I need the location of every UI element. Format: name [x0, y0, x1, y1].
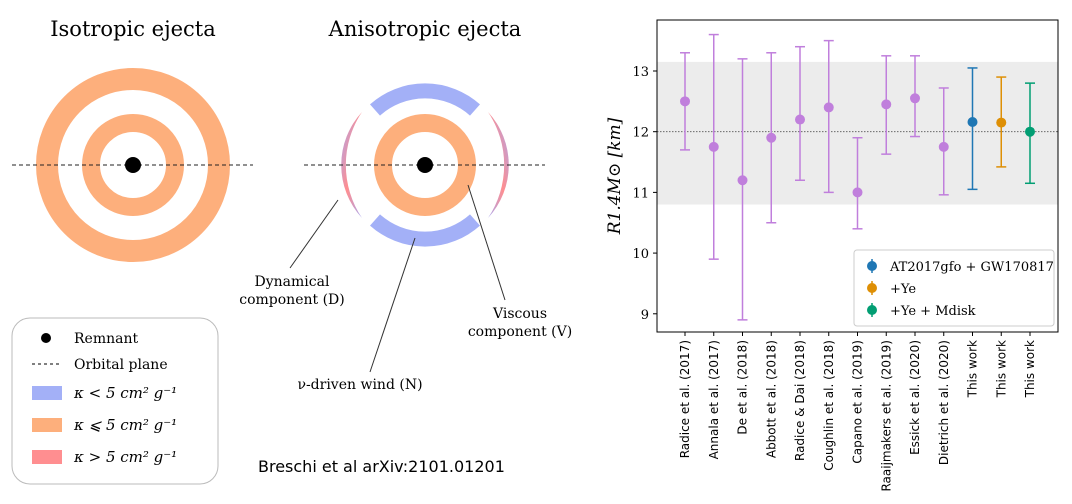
chart: 9 10 11 12 13 R1.4M⊙ [km] Radice et al. (2017)…: [605, 19, 1059, 492]
x-tick-label: Raaijmakers et al. (2019): [879, 340, 893, 492]
legend-label: +Ye + Mdisk: [890, 304, 976, 319]
diagram: Isotropic ejecta Anisotropic ejecta Dyna…: [11, 17, 572, 485]
pointer: [369, 237, 416, 373]
x-tick-label: Radice & Dai (2018): [793, 340, 807, 461]
crescent: [341, 112, 362, 218]
label: Viscous: [492, 306, 547, 322]
wind-arc: [370, 83, 480, 116]
point: [737, 175, 748, 186]
crescent: [488, 112, 509, 218]
citation: Breschi et al arXiv:2101.01201: [258, 457, 505, 476]
x-tick-label: Coughlin et al. (2018): [822, 340, 836, 471]
label: component (V): [468, 324, 572, 340]
y-axis-label: R1.4M⊙ [km]: [605, 117, 625, 235]
y-tick-label: 12: [632, 126, 649, 141]
point: [1025, 126, 1035, 137]
point: [881, 99, 892, 110]
x-tick-label: Capano et al. (2019): [851, 340, 865, 464]
y-tick-label: 11: [632, 186, 649, 201]
x-tick-label: Annala et al. (2017): [707, 340, 721, 459]
label: Dynamical: [255, 274, 330, 290]
legend-label: AT2017gfo + GW170817: [889, 260, 1054, 275]
point: [852, 187, 863, 198]
remnant: [417, 157, 433, 173]
legend-symbol: [867, 283, 877, 293]
x-tick-label: This work: [966, 340, 980, 398]
x-tick-label: Essick et al. (2020): [908, 340, 922, 455]
legend-symbol: [32, 450, 62, 464]
point: [823, 102, 834, 113]
legend-symbol: [867, 261, 877, 271]
label: ν-driven wind (N): [297, 377, 422, 393]
y-tick-label: 9: [641, 308, 649, 323]
title: Isotropic ejecta: [50, 17, 216, 41]
pointer: [289, 199, 339, 269]
point: [938, 141, 949, 152]
x-tick-label: Abbott et al. (2018): [764, 340, 778, 458]
x-tick-label: Dietrich et al. (2020): [937, 340, 951, 465]
point: [766, 132, 777, 143]
y-tick-label: 13: [632, 65, 649, 80]
legend-box: [853, 249, 1055, 327]
legend-label: Orbital plane: [74, 357, 168, 373]
y-tick-label: 10: [632, 247, 649, 262]
label: component (D): [239, 292, 344, 308]
x-tick-label: This work: [994, 340, 1008, 398]
legend-symbol: [41, 333, 51, 343]
legend-label: +Ye: [890, 282, 916, 297]
legend-box: [11, 317, 219, 485]
point: [967, 116, 978, 127]
x-tick-label: Radice et al. (2017): [678, 340, 692, 458]
legend-label: κ < 5 cm² g⁻¹: [73, 384, 177, 402]
pointer: [467, 184, 506, 301]
legend-symbol: [867, 305, 877, 315]
legend-symbol: [32, 418, 62, 432]
x-tick-label: This work: [1023, 340, 1037, 398]
point: [708, 141, 719, 152]
title: Anisotropic ejecta: [328, 17, 522, 41]
point: [795, 114, 805, 125]
remnant: [125, 157, 141, 173]
legend-label: Remnant: [74, 331, 138, 347]
legend-symbol: [32, 386, 62, 400]
legend-label: κ > 5 cm² g⁻¹: [73, 448, 177, 466]
wind-arc: [370, 214, 480, 247]
point: [996, 117, 1007, 128]
point: [680, 96, 690, 107]
legend-label: κ ⩽ 5 cm² g⁻¹: [73, 416, 177, 434]
point: [910, 93, 920, 104]
x-tick-label: De et al. (2018): [736, 340, 750, 435]
